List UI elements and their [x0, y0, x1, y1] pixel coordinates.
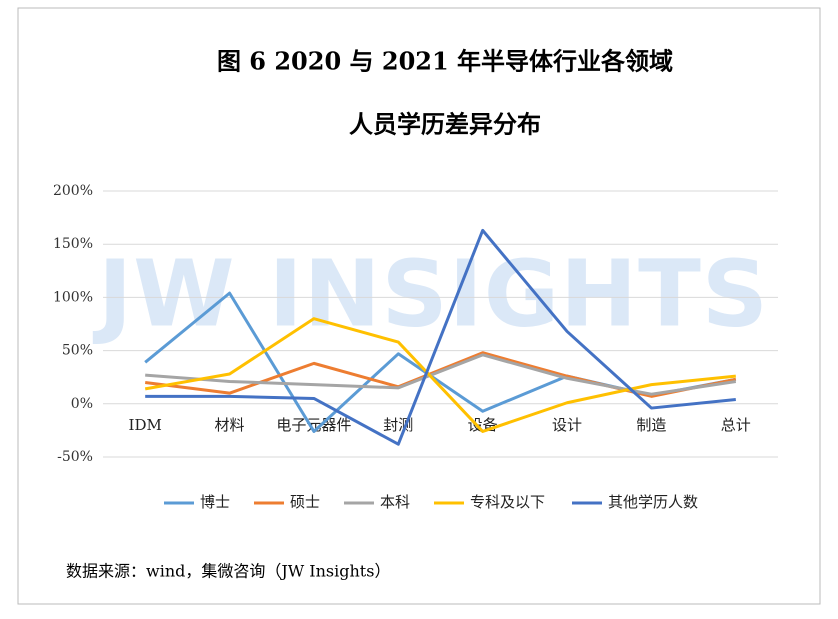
data-line [145, 353, 737, 396]
source-note: 数据来源：wind，集微咨询（JW Insights） [66, 562, 390, 581]
legend-label: 其他学历人数 [608, 493, 698, 511]
x-tick-label: 总计 [721, 416, 751, 434]
legend-label: 专科及以下 [470, 493, 545, 511]
y-tick-label: 150% [53, 236, 93, 252]
y-tick-label: 50% [62, 343, 93, 359]
chart-title: 人员学历差异分布 [349, 110, 541, 139]
data-line [145, 228, 736, 446]
y-tick-label: 100% [53, 289, 93, 305]
y-tick-label: 200% [53, 183, 93, 199]
y-tick-label: -50% [57, 449, 93, 465]
legend-label: 博士 [200, 493, 230, 511]
y-tick-label: 0% [71, 396, 93, 412]
x-tick-label: 材料 [215, 416, 245, 434]
chart-title: 图 6 2020 与 2021 年半导体行业各领域 [217, 47, 673, 76]
watermark: JW INSIGHTS [92, 240, 768, 347]
x-tick-label: 电子元器件 [276, 416, 351, 434]
legend-label: 本科 [380, 493, 410, 511]
x-tick-label: 封测 [383, 416, 413, 434]
legend-label: 硕士 [290, 493, 320, 511]
data-line [144, 317, 736, 433]
frame [17, 7, 821, 605]
x-tick-label: 设计 [552, 416, 582, 434]
x-tick-label: IDM [129, 416, 162, 434]
x-tick-label: 制造 [636, 416, 666, 434]
